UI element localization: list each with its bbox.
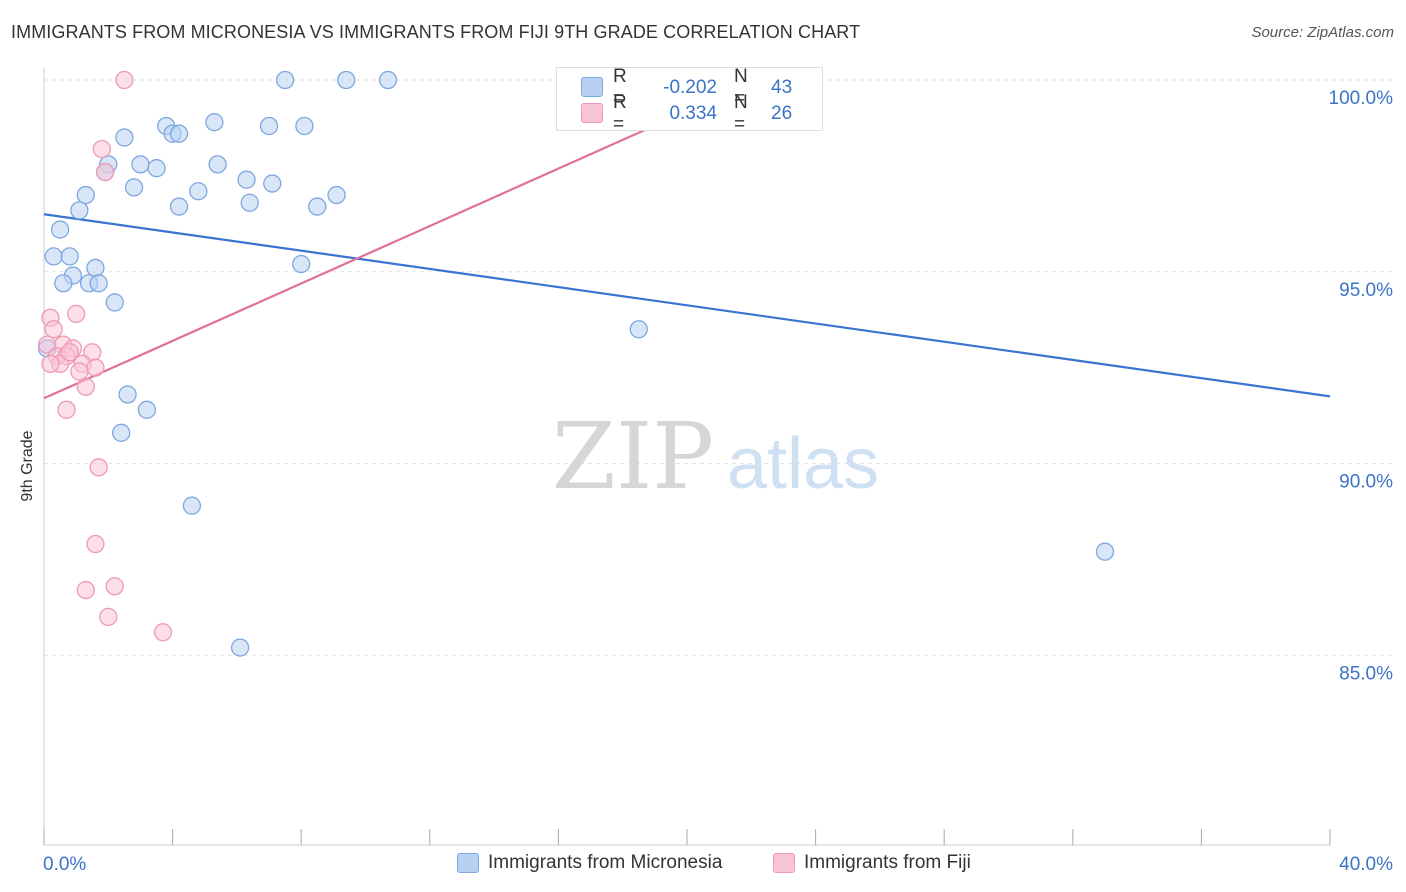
bottom-legend-micronesia: Immigrants from Micronesia [488,852,723,873]
points-layer [38,70,1115,657]
point-micronesia [76,185,95,205]
point-fiji [76,377,95,396]
bottom-legend-swatch-fiji [773,853,795,873]
point-micronesia [60,247,79,266]
point-micronesia [118,385,137,404]
point-micronesia [629,320,648,339]
point-fiji [67,304,86,324]
point-fiji [99,607,118,627]
point-micronesia [308,197,327,216]
point-micronesia [182,496,202,515]
point-micronesia [169,124,189,143]
x-tick-label-min: 0.0% [43,854,86,875]
point-micronesia [137,400,157,419]
point-fiji [115,70,134,90]
legend-n-value: 26 [771,103,793,124]
point-micronesia [89,274,108,293]
legend-r-value: 0.334 [669,103,717,124]
point-micronesia [50,220,70,239]
point-micronesia [131,155,150,174]
point-fiji [60,343,79,362]
legend-r-label: R = [613,92,627,135]
axis-layer [43,68,1331,846]
point-micronesia [44,247,63,266]
point-micronesia [208,155,227,174]
point-micronesia [327,185,346,205]
point-micronesia [189,182,208,201]
watermark-zip: ZIP [552,403,714,510]
point-micronesia [105,293,124,312]
point-fiji [153,623,173,642]
legend-n-label: N = [734,66,748,109]
point-micronesia [124,178,144,197]
point-micronesia [259,116,279,136]
point-micronesia [169,197,189,216]
point-micronesia [337,70,356,90]
point-micronesia [1095,542,1115,561]
point-micronesia [295,116,314,136]
point-fiji [70,362,89,381]
y-tick-label: 90.0% [1339,472,1393,493]
source-credit: Source: ZipAtlas.com [1251,24,1394,41]
legend-swatch-micronesia [581,77,603,97]
point-fiji [95,162,115,182]
bottom-legend-fiji: Immigrants from Fiji [804,852,971,873]
point-micronesia [86,258,105,278]
point-fiji [89,458,108,477]
grid-layer [44,79,1394,656]
tick-labels: 85.0% 90.0% 95.0% 100.0% 0.0% 40.0% [43,88,1393,875]
trend-line-micronesia [43,213,1331,398]
y-tick-label: 95.0% [1339,280,1393,301]
point-micronesia [70,201,89,220]
point-micronesia [275,70,295,90]
point-micronesia [240,193,259,212]
watermark: ZIP atlas [552,403,879,510]
point-micronesia [112,423,131,442]
point-fiji [105,577,124,596]
point-fiji [44,320,63,339]
legend-n-label: N = [734,92,748,135]
point-micronesia [115,128,134,147]
legend-r-value: -0.202 [663,77,717,98]
legend-r-label: R = [613,66,627,109]
chart-title: IMMIGRANTS FROM MICRONESIA VS IMMIGRANTS… [11,22,861,42]
point-fiji [86,358,105,377]
y-tick-label: 85.0% [1339,663,1393,684]
point-fiji [57,400,76,419]
point-micronesia [147,159,166,178]
trend-layer [43,117,1331,400]
point-micronesia [230,638,250,657]
point-fiji [76,580,95,600]
point-micronesia [205,113,224,132]
point-micronesia [54,274,73,293]
point-micronesia [263,174,282,193]
bottom-legend-swatch-micronesia [457,853,479,873]
y-tick-label: 100.0% [1329,88,1394,109]
legend-swatch-fiji [581,103,603,123]
point-fiji [41,354,60,373]
point-micronesia [237,170,256,189]
correlation-legend: R = -0.202 N = 43 R = 0.334 N = 26 [556,66,823,135]
trend-line-fiji [43,117,672,400]
point-fiji [92,139,112,159]
point-micronesia [378,70,398,90]
watermark-atlas: atlas [727,424,879,504]
point-fiji [86,534,105,554]
legend-n-value: 43 [771,77,793,98]
point-micronesia [292,254,311,274]
x-tick-label-max: 40.0% [1339,854,1393,875]
